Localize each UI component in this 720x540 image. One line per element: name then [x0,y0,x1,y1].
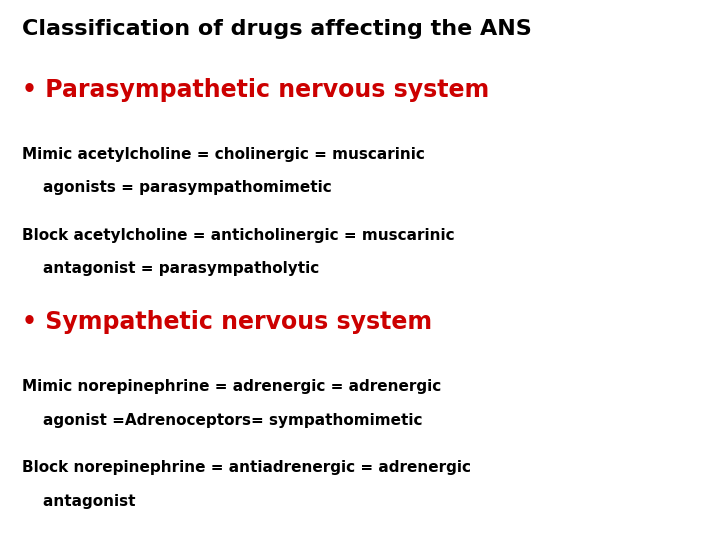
Text: Mimic acetylcholine = cholinergic = muscarinic: Mimic acetylcholine = cholinergic = musc… [22,147,425,162]
Text: Block acetylcholine = anticholinergic = muscarinic: Block acetylcholine = anticholinergic = … [22,228,454,243]
Text: Classification of drugs affecting the ANS: Classification of drugs affecting the AN… [22,19,531,39]
Text: antagonist = parasympatholytic: antagonist = parasympatholytic [22,261,319,276]
Text: • Parasympathetic nervous system: • Parasympathetic nervous system [22,78,489,102]
Text: Mimic norepinephrine = adrenergic = adrenergic: Mimic norepinephrine = adrenergic = adre… [22,379,441,394]
Text: Block norepinephrine = antiadrenergic = adrenergic: Block norepinephrine = antiadrenergic = … [22,460,471,475]
Text: agonists = parasympathomimetic: agonists = parasympathomimetic [22,180,331,195]
Text: • Sympathetic nervous system: • Sympathetic nervous system [22,310,432,334]
Text: antagonist: antagonist [22,494,135,509]
Text: agonist =Adrenoceptors= sympathomimetic: agonist =Adrenoceptors= sympathomimetic [22,413,422,428]
